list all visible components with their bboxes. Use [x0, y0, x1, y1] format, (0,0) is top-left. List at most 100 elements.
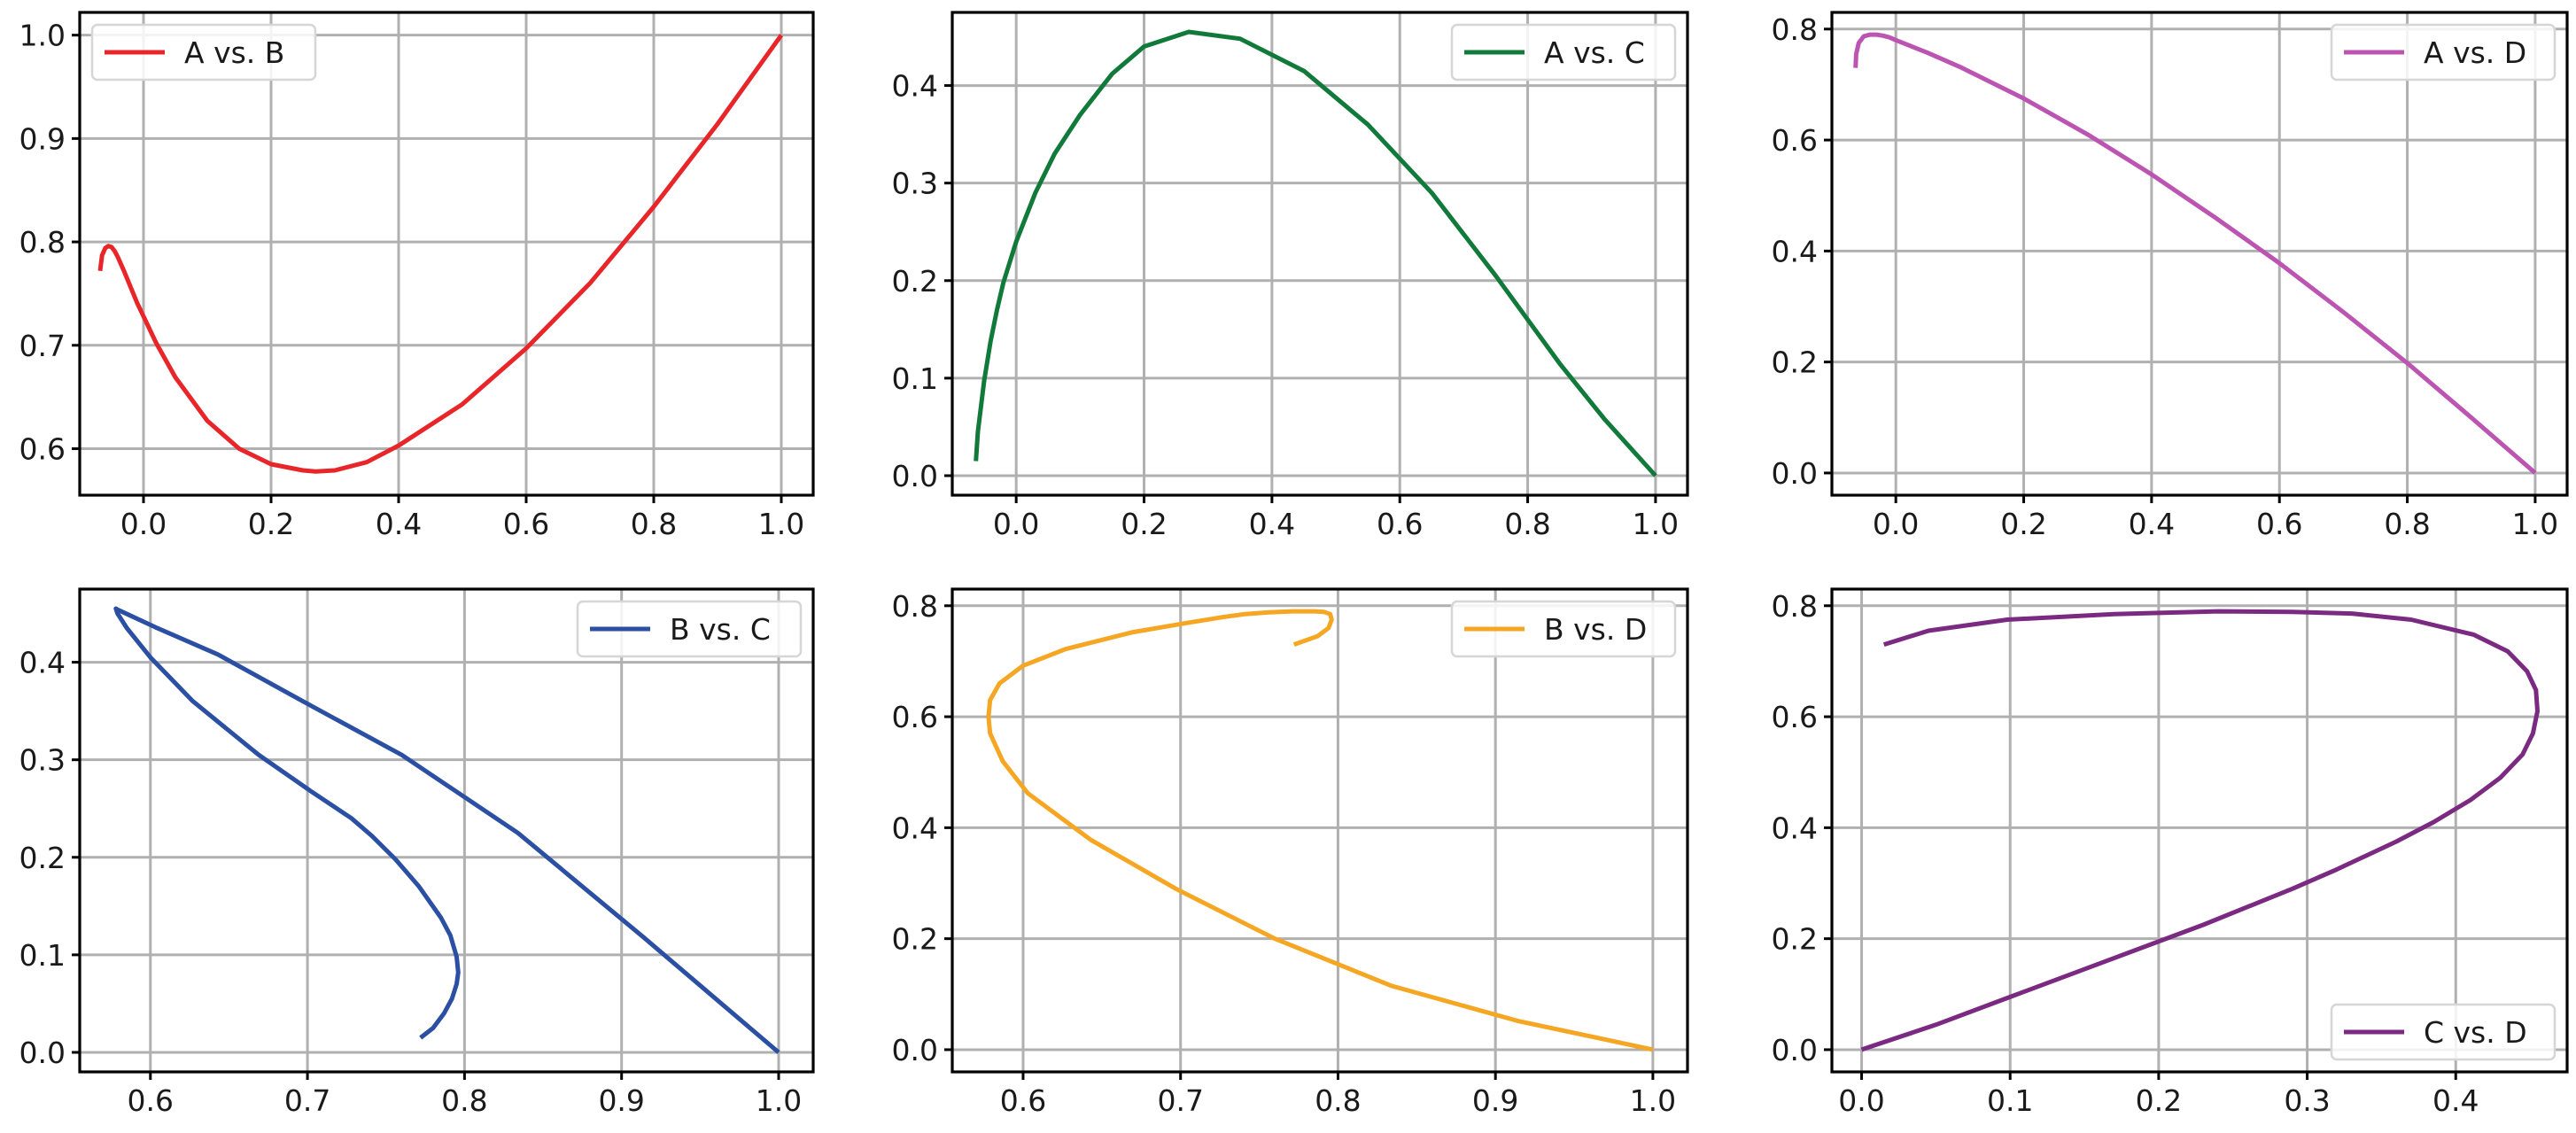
subplot-4: 0.6 0.7 0.8 0.9 1.0 0.0 0.1 0.2 0.3 0.4 B vs. C: [19, 587, 815, 1118]
x-tick-label: 0.4: [2432, 1083, 2479, 1118]
y-tick-label: 0.2: [19, 841, 66, 875]
legend: C vs. D: [2330, 1003, 2557, 1061]
x-tick-label: 0.9: [1472, 1083, 1518, 1118]
y-tick-label: 0.0: [1772, 456, 1818, 491]
series-line-c-vs-d: [1860, 609, 2540, 1052]
y-tick-label: 0.4: [892, 69, 938, 104]
y-tick-label: 0.0: [1772, 1033, 1818, 1067]
y-tick-label: 0.4: [1772, 811, 1818, 845]
legend-box: [1450, 23, 1677, 81]
axes-frame: [78, 587, 815, 1074]
x-tick-label: 1.0: [756, 1083, 802, 1118]
legend-label: A vs. C: [1544, 35, 1645, 70]
y-tick-label: 0.0: [892, 1033, 938, 1067]
x-tick-label: 0.4: [376, 507, 422, 541]
x-tick-label: 0.4: [1249, 507, 1295, 541]
subplot-3: 0.0 0.2 0.4 0.6 0.8 1.0 0.0 0.2 0.4 0.6 0.8 A vs. D: [1772, 11, 2569, 541]
series-line-a-vs-c: [974, 29, 1657, 477]
x-tick-label: 0.2: [1121, 507, 1167, 541]
axes-frame: [1830, 11, 2569, 497]
x-tick-label: 0.2: [248, 507, 294, 541]
y-tick-label: 0.2: [892, 264, 938, 299]
legend-box: [2330, 23, 2557, 81]
x-tick-label: 0.6: [1000, 1083, 1046, 1118]
y-tick-label: 0.4: [1772, 234, 1818, 268]
y-tick-label: 0.6: [1772, 123, 1818, 158]
y-tick-label: 0.6: [892, 700, 938, 734]
x-tick-label: 0.7: [284, 1083, 330, 1118]
x-tick-label: 0.1: [1987, 1083, 2033, 1118]
legend-box: [1450, 600, 1677, 658]
legend: A vs. B: [90, 23, 317, 81]
x-tick-label: 0.2: [2000, 507, 2046, 541]
x-tick-label: 0.0: [1838, 1083, 1884, 1118]
x-tick-label: 0.6: [1377, 507, 1423, 541]
legend: A vs. D: [2330, 23, 2557, 81]
subplot-5: 0.6 0.7 0.8 0.9 1.0 0.0 0.2 0.4 0.6 0.8 B vs. D: [892, 587, 1689, 1118]
legend-label: A vs. D: [2424, 35, 2526, 70]
x-tick-label: 1.0: [1633, 507, 1679, 541]
y-tick-label: 0.4: [892, 811, 938, 845]
legend: B vs. C: [576, 600, 803, 658]
x-tick-label: 1.0: [1630, 1083, 1676, 1118]
legend-box: [2330, 1003, 2557, 1061]
x-tick-label: 0.8: [1504, 507, 1550, 541]
axes-frame: [1830, 587, 2569, 1074]
y-tick-label: 1.0: [19, 19, 66, 53]
x-tick-label: 0.7: [1157, 1083, 1203, 1118]
legend-label: B vs. C: [670, 612, 771, 647]
x-tick-label: 0.8: [1315, 1083, 1361, 1118]
legend-box: [576, 600, 803, 658]
y-tick-label: 0.2: [892, 922, 938, 957]
subplot-1: 0.0 0.2 0.4 0.6 0.8 1.0 0.6 0.7 0.8 0.9 1.0 A vs. B: [19, 11, 815, 541]
x-tick-label: 0.0: [120, 507, 167, 541]
axes-frame: [950, 587, 1689, 1074]
axes-frame: [78, 11, 815, 497]
y-tick-label: 0.6: [1772, 700, 1818, 734]
legend-label: A vs. B: [184, 35, 284, 70]
y-tick-label: 0.2: [1772, 345, 1818, 380]
series-line-b-vs-d: [986, 609, 1654, 1052]
legend: A vs. C: [1450, 23, 1677, 81]
y-tick-label: 0.2: [1772, 922, 1818, 957]
y-tick-label: 0.3: [892, 167, 938, 201]
legend-label: B vs. D: [1544, 612, 1647, 647]
subplot-2: 0.0 0.2 0.4 0.6 0.8 1.0 0.0 0.1 0.2 0.3 0.4 A vs. C: [892, 11, 1689, 541]
series-line-a-vs-b: [97, 34, 784, 474]
y-tick-label: 0.9: [19, 121, 66, 156]
x-tick-label: 0.0: [1873, 507, 1919, 541]
x-tick-label: 0.3: [2284, 1083, 2330, 1118]
y-tick-label: 0.8: [19, 225, 66, 260]
legend-box: [90, 23, 317, 81]
y-tick-label: 0.1: [19, 938, 66, 973]
y-tick-label: 0.8: [892, 589, 938, 624]
x-tick-label: 0.8: [2384, 507, 2430, 541]
y-tick-label: 0.0: [19, 1036, 66, 1070]
x-tick-label: 0.6: [503, 507, 549, 541]
x-tick-label: 1.0: [758, 507, 804, 541]
x-tick-label: 0.8: [631, 507, 677, 541]
y-tick-label: 0.8: [1772, 589, 1818, 624]
subplot-6: 0.0 0.1 0.2 0.3 0.4 0.0 0.2 0.4 0.6 0.8 C vs. D: [1772, 587, 2569, 1118]
legend-label: C vs. D: [2424, 1015, 2527, 1050]
y-tick-label: 0.3: [19, 743, 66, 778]
axes-frame: [950, 11, 1689, 497]
x-tick-label: 0.9: [598, 1083, 644, 1118]
x-tick-label: 1.0: [2512, 507, 2558, 541]
y-tick-label: 0.1: [892, 361, 938, 396]
y-tick-label: 0.4: [19, 646, 66, 680]
y-tick-label: 0.7: [19, 329, 66, 363]
x-tick-label: 0.4: [2129, 507, 2175, 541]
x-tick-label: 0.2: [2136, 1083, 2182, 1118]
legend: B vs. D: [1450, 600, 1677, 658]
x-tick-label: 0.6: [128, 1083, 174, 1118]
x-tick-label: 0.6: [2256, 507, 2302, 541]
series-line-b-vs-c: [113, 606, 780, 1054]
y-tick-label: 0.6: [19, 431, 66, 466]
x-tick-label: 0.0: [993, 507, 1039, 541]
y-tick-label: 0.0: [892, 459, 938, 493]
series-line-a-vs-d: [1853, 32, 2537, 475]
x-tick-label: 0.8: [441, 1083, 487, 1118]
y-tick-label: 0.8: [1772, 12, 1818, 47]
